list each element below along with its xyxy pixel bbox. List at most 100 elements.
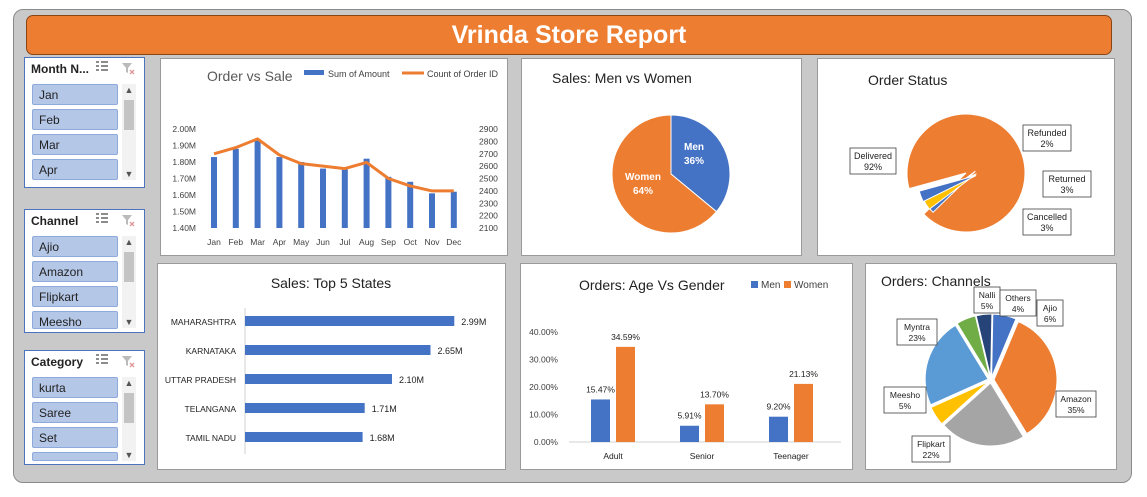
- x-tick: Teenager: [773, 451, 809, 461]
- age-vs-gender-chart: Orders: Age Vs Gender Men Women 40.00% 30…: [529, 277, 841, 461]
- slicer-item-mar[interactable]: Mar: [32, 134, 118, 155]
- y-tick-left: 1.40M: [172, 223, 196, 233]
- scroll-up-icon[interactable]: ▲: [124, 85, 134, 95]
- chart-title: Order Status: [868, 72, 947, 88]
- x-tick: Senior: [690, 451, 715, 461]
- slicer-item-flipkart[interactable]: Flipkart: [32, 286, 118, 307]
- callout-box: [896, 318, 938, 346]
- callout-percent: 22%: [922, 450, 939, 460]
- callout-box: [1055, 390, 1097, 418]
- legend-swatch-men: [751, 281, 758, 288]
- bar-state: [245, 374, 392, 384]
- data-label: 21.13%: [789, 369, 818, 379]
- chart-title: Orders: Age Vs Gender: [579, 277, 725, 293]
- legend-label-count: Count of Order ID: [427, 69, 499, 79]
- men-vs-women-chart: Sales: Men vs Women Men 36% Women 64%: [552, 70, 731, 234]
- scroll-down-icon[interactable]: ▼: [124, 450, 134, 460]
- scroll-down-icon[interactable]: ▼: [124, 317, 134, 327]
- slicer-item-amazon[interactable]: Amazon: [32, 261, 118, 282]
- callout-percent: 23%: [908, 333, 925, 343]
- chart-title: Order vs Sale: [207, 68, 293, 84]
- slice-label: Men: [684, 142, 704, 153]
- bar-amount: [407, 181, 414, 228]
- scroll-thumb[interactable]: [124, 100, 134, 130]
- line-order-count: [213, 137, 454, 193]
- bar-state: [245, 432, 363, 442]
- callout-percent: 92%: [864, 162, 882, 172]
- scrollbar[interactable]: ▲ ▼: [122, 236, 136, 328]
- clear-filter-icon[interactable]: [121, 354, 135, 368]
- state-label: KARNATAKA: [186, 346, 237, 356]
- slice-percent: 64%: [633, 186, 653, 197]
- x-tick: Sep: [381, 237, 396, 247]
- slicer-item-jan[interactable]: Jan: [32, 84, 118, 105]
- slicer-item-feb[interactable]: Feb: [32, 109, 118, 130]
- top-states-panel: Sales: Top 5 States MAHARASHTRA 2.99M KARN…: [157, 263, 506, 470]
- x-tick: Adult: [603, 451, 623, 461]
- bar-amount: [254, 140, 261, 228]
- slicer-item-apr[interactable]: Apr: [32, 159, 118, 180]
- slicer-item-set[interactable]: Set: [32, 427, 118, 448]
- slicer-item-meesho[interactable]: Meesho: [32, 311, 118, 329]
- pie-slice-amazon: [993, 320, 1058, 435]
- chart-title: Orders: Channels: [881, 273, 991, 289]
- state-label: UTTAR PRADESH: [165, 375, 236, 385]
- callout-percent: 3%: [1040, 223, 1053, 233]
- data-label: 34.59%: [611, 332, 640, 342]
- callout-label: Refunded: [1027, 128, 1066, 138]
- x-tick: Nov: [424, 237, 440, 247]
- multi-select-icon[interactable]: [95, 212, 109, 226]
- clear-filter-icon[interactable]: [121, 213, 135, 227]
- multi-select-icon[interactable]: [95, 353, 109, 367]
- y-tick-left: 2.00M: [172, 124, 196, 134]
- slicer-item-partial[interactable]: [32, 452, 118, 461]
- legend-label-women: Women: [794, 280, 828, 291]
- slicer-item-kurta[interactable]: kurta: [32, 377, 118, 398]
- pie-slice-myntra: [924, 324, 989, 406]
- x-tick: Jan: [207, 237, 221, 247]
- y-tick-left: 1.60M: [172, 190, 196, 200]
- men-vs-women-panel: Sales: Men vs Women Men 36% Women 64%: [521, 58, 802, 256]
- slicer-title: Month N...: [31, 62, 89, 76]
- x-tick: Jun: [316, 237, 330, 247]
- callout-label: Meesho: [890, 390, 921, 400]
- legend-swatch-women: [784, 281, 791, 288]
- callout-box: [1036, 299, 1064, 327]
- clear-filter-icon[interactable]: [121, 61, 135, 75]
- scroll-down-icon[interactable]: ▼: [124, 169, 134, 179]
- scrollbar[interactable]: ▲ ▼: [122, 84, 136, 180]
- callout-box: [911, 435, 951, 463]
- channels-panel: Orders: Channels Amazon 35% Flipkart 22% Mee…: [865, 263, 1117, 470]
- y-tick-right: 2400: [479, 186, 498, 196]
- data-label: 2.99M: [461, 317, 486, 327]
- data-label: 1.71M: [372, 404, 397, 414]
- scrollbar[interactable]: ▲ ▼: [122, 377, 136, 461]
- state-label: MAHARASHTRA: [171, 317, 237, 327]
- scroll-up-icon[interactable]: ▲: [124, 378, 134, 388]
- bar-amount: [298, 162, 305, 228]
- y-tick-left: 1.90M: [172, 141, 196, 151]
- order-status-panel: Order Status Delivered 92% Refunded 2% Retur…: [817, 58, 1115, 256]
- x-tick: Feb: [228, 237, 243, 247]
- scroll-up-icon[interactable]: ▲: [124, 237, 134, 247]
- bar-state: [245, 316, 455, 326]
- bar-amount: [429, 193, 435, 228]
- callout-box: [1022, 208, 1072, 236]
- scroll-thumb[interactable]: [124, 393, 134, 423]
- scroll-thumb[interactable]: [124, 252, 134, 282]
- callout-label: Returned: [1048, 174, 1085, 184]
- bar-state: [245, 403, 365, 413]
- callout-percent: 6%: [1044, 314, 1057, 324]
- legend-label-amount: Sum of Amount: [328, 69, 390, 79]
- pie-slice-others: [975, 313, 993, 378]
- callout-percent: 2%: [1040, 139, 1053, 149]
- y-tick-left: 1.70M: [172, 174, 196, 184]
- slicer-item-ajio[interactable]: Ajio: [32, 236, 118, 257]
- multi-select-icon[interactable]: [95, 60, 109, 74]
- bar-men: [769, 416, 788, 442]
- y-tick: 10.00%: [529, 410, 558, 420]
- callout-box: [973, 286, 1001, 314]
- slicer-item-saree[interactable]: Saree: [32, 402, 118, 423]
